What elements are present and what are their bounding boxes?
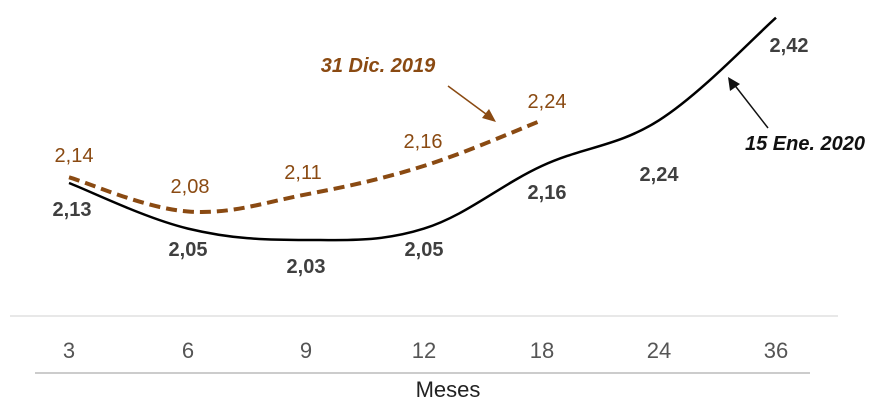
- data-label-solid: 2,42: [770, 35, 809, 57]
- x-tick-label: 9: [300, 338, 312, 363]
- series-line-15-ene-2020: [68, 16, 777, 242]
- x-tick-label: 3: [63, 338, 75, 363]
- annotation-arrow-dashed: [447, 85, 491, 118]
- series-annotation-31-dic-2019: 31 Dic. 2019: [321, 55, 436, 77]
- data-label-solid: 2,13: [53, 199, 92, 221]
- annotation-arrowhead-solid: [728, 77, 740, 91]
- annotation-arrowhead-dashed: [482, 109, 496, 122]
- series-annotation-15-ene-2020: 15 Ene. 2020: [745, 133, 865, 155]
- data-label-solid: 2,03: [287, 256, 326, 278]
- data-label-dashed: 2,24: [528, 91, 567, 113]
- data-label-solid: 2,05: [169, 239, 208, 261]
- data-label-dashed: 2,08: [171, 176, 210, 198]
- data-label-solid: 2,05: [405, 239, 444, 261]
- x-tick-label: 36: [764, 338, 788, 363]
- x-tick-label: 24: [647, 338, 671, 363]
- data-label-dashed: 2,11: [284, 162, 321, 184]
- x-tick-label: 6: [182, 338, 194, 363]
- data-label-solid: 2,24: [640, 164, 680, 186]
- data-label-dashed: 2,16: [404, 131, 443, 153]
- data-label-solid: 2,16: [528, 182, 567, 204]
- data-label-dashed: 2,14: [55, 145, 94, 167]
- x-axis-title: Meses: [416, 377, 481, 401]
- annotation-arrow-solid: [732, 82, 769, 129]
- series-line-31-dic-2019: [68, 118, 543, 214]
- x-tick-label: 12: [412, 338, 436, 363]
- x-tick-label: 18: [530, 338, 554, 363]
